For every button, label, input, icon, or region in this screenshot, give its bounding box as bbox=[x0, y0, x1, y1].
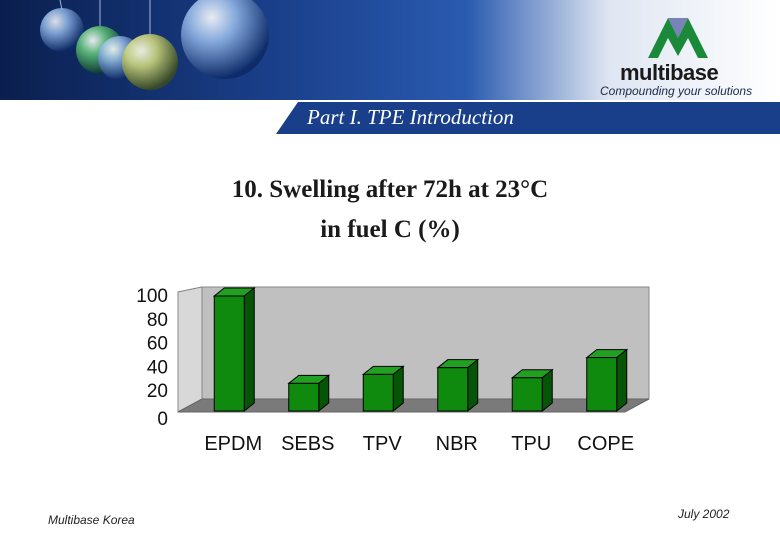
x-tick-label: EPDM bbox=[204, 433, 262, 455]
y-tick-label: 80 bbox=[147, 310, 168, 331]
chart-side-wall bbox=[177, 286, 203, 413]
footer-company: Multibase Korea bbox=[48, 513, 135, 527]
y-tick-label: 0 bbox=[157, 409, 168, 430]
logo-mark-icon bbox=[648, 18, 708, 58]
bar-tpv bbox=[362, 373, 394, 412]
bar-tpu bbox=[511, 377, 543, 412]
bar-cope bbox=[586, 357, 618, 412]
logo-tagline: Compounding your solutions bbox=[600, 84, 753, 98]
bar-side bbox=[616, 348, 628, 413]
y-tick-label: 20 bbox=[147, 381, 168, 402]
decorative-spheres bbox=[40, 0, 269, 90]
x-tick-label: TPU bbox=[511, 433, 551, 455]
bar-sebs bbox=[288, 382, 320, 412]
logo-wordmark: multibase bbox=[620, 60, 719, 85]
bar-side bbox=[243, 286, 255, 413]
x-tick-label: COPE bbox=[577, 433, 634, 455]
bar-side bbox=[392, 365, 404, 413]
bar-side bbox=[467, 358, 479, 413]
bar-side bbox=[541, 368, 553, 413]
y-tick-label: 40 bbox=[147, 357, 168, 378]
x-tick-label: TPV bbox=[363, 433, 403, 455]
section-title: Part I. TPE Introduction bbox=[307, 105, 514, 129]
slide-title: 10. Swelling after 72h at 23°C in fuel C… bbox=[180, 170, 600, 250]
footer-date: July 2002 bbox=[678, 507, 730, 521]
y-tick-label: 60 bbox=[147, 334, 168, 355]
slide-title-line1: 10. Swelling after 72h at 23°C bbox=[231, 176, 549, 203]
x-tick-label: SEBS bbox=[281, 433, 334, 455]
y-tick-label: 100 bbox=[136, 286, 168, 307]
bar-epdm bbox=[213, 295, 245, 412]
section-banner bbox=[276, 102, 780, 134]
slide-title-line2: in fuel C (%) bbox=[320, 216, 460, 243]
bar-nbr bbox=[437, 367, 469, 412]
company-logo: multibase Compounding your solutions bbox=[600, 10, 770, 98]
x-tick-label: NBR bbox=[436, 433, 478, 455]
header-banner: multibase Compounding your solutions bbox=[0, 0, 780, 100]
